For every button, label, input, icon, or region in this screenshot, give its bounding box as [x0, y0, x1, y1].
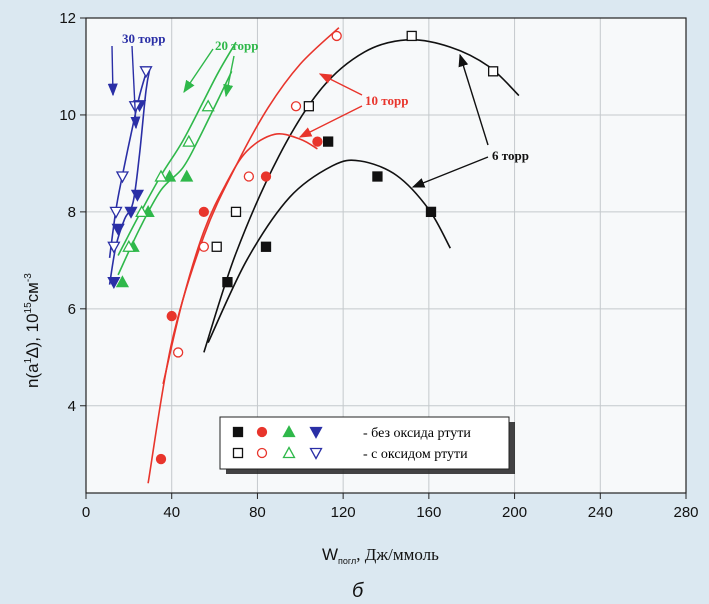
data-point-without-oxide [115, 275, 130, 288]
y-tick-label: 10 [59, 107, 76, 124]
data-point-with-oxide [154, 169, 168, 182]
data-point-with-oxide [201, 99, 215, 112]
legend-marker-open [282, 446, 296, 459]
annotations: 30 торр 20 торр 10 торр 6 торр [107, 31, 529, 188]
y-tick-label: 4 [68, 398, 76, 415]
y-tick-label: 8 [68, 204, 76, 221]
plot-frame [85, 17, 687, 494]
data-point-without-oxide [322, 136, 334, 147]
data-point-with-oxide [303, 101, 315, 112]
data-point-with-oxide [172, 347, 184, 358]
data-point-without-oxide [162, 169, 177, 182]
annotation-30-torr: 30 торр [122, 31, 165, 46]
annotation-6-torr: 6 торр [492, 148, 529, 163]
legend-marker-filled [232, 426, 244, 438]
data-point-without-oxide [155, 453, 167, 465]
legend-markers [232, 425, 323, 460]
fit-curve-with-oxide-1 [147, 27, 340, 484]
data-point-with-oxide [182, 134, 196, 147]
data-point-with-oxide [230, 206, 242, 218]
annotation-20-torr: 20 торр [215, 38, 258, 53]
legend-label-with-oxide: - с оксидом ртути [363, 447, 468, 462]
data-point-with-oxide [331, 30, 342, 42]
legend: - без оксида ртути - с оксидом ртути [219, 416, 515, 474]
data-point-with-oxide [243, 171, 255, 182]
data-point-with-oxide [139, 66, 153, 79]
data-point-with-oxide [406, 30, 417, 42]
fit-curves [108, 27, 520, 484]
data-point-with-oxide [109, 206, 123, 219]
data-point-without-oxide [130, 189, 145, 202]
data-points [107, 30, 499, 465]
legend-marker-filled [256, 426, 268, 438]
data-point-without-oxide [111, 223, 125, 236]
data-point-without-oxide [124, 206, 138, 219]
data-point-without-oxide [107, 277, 121, 290]
data-point-with-oxide [122, 239, 136, 252]
data-point-without-oxide [198, 206, 210, 218]
x-tick-label: 280 [673, 504, 698, 521]
data-point-with-oxide [198, 241, 210, 252]
legend-marker-open [232, 447, 244, 459]
data-point-with-oxide [115, 171, 130, 184]
x-axis-label: Wпогл, Дж/ммоль [322, 545, 439, 566]
data-point-without-oxide [312, 136, 323, 147]
x-tick-label: 0 [82, 504, 90, 521]
data-point-without-oxide [372, 171, 383, 182]
x-tick-label: 200 [502, 504, 527, 521]
x-tick-label: 160 [416, 504, 441, 521]
data-point-without-oxide [425, 206, 437, 218]
fit-curve-without-oxide-0 [207, 159, 451, 344]
annotation-10-torr: 10 торр [365, 93, 408, 108]
axis-ticks: 0 40 80 120 160 200 240 280 4 6 8 10 12 [59, 10, 698, 521]
data-point-without-oxide [260, 241, 272, 252]
legend-marker-filled [309, 426, 323, 439]
x-tick-label: 40 [163, 504, 180, 521]
x-tick-label: 240 [588, 504, 613, 521]
x-tick-label: 80 [249, 504, 266, 521]
data-point-with-oxide [290, 101, 302, 112]
data-point-with-oxide [211, 241, 222, 252]
grid [86, 18, 686, 493]
legend-marker-filled [282, 425, 296, 438]
data-point-without-oxide [166, 310, 177, 322]
legend-label-without-oxide: - без оксида ртути [363, 426, 471, 441]
data-point-without-oxide [222, 277, 233, 288]
figure-caption: б [352, 580, 364, 602]
data-point-with-oxide [135, 205, 149, 218]
fit-curve-without-oxide-2 [117, 70, 233, 276]
fit-curve-with-oxide-0 [203, 38, 520, 353]
x-tick-label: 120 [331, 504, 356, 521]
y-axis-label: n(a1∆), 1015см-3 [23, 273, 42, 388]
y-tick-label: 12 [59, 10, 76, 27]
legend-marker-open [309, 447, 323, 460]
legend-marker-open [256, 447, 268, 459]
data-point-without-oxide [260, 171, 272, 182]
data-point-with-oxide [107, 241, 121, 254]
data-point-without-oxide [180, 169, 194, 182]
y-tick-label: 6 [68, 301, 76, 318]
data-point-with-oxide [487, 66, 499, 77]
plot-area [86, 18, 686, 493]
